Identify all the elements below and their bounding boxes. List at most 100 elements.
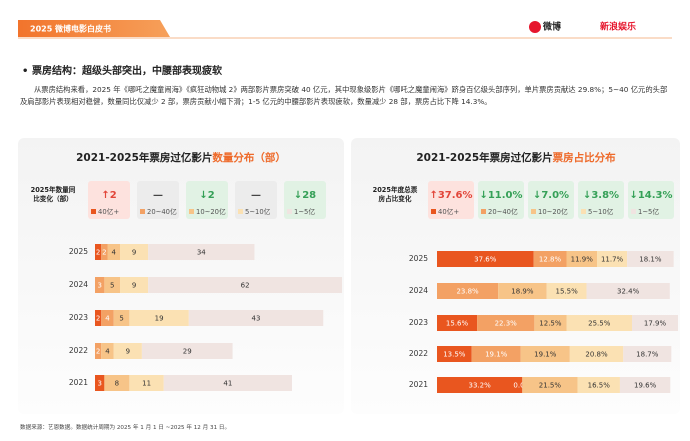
bar-segment <box>546 283 587 299</box>
bar-segment <box>623 346 672 362</box>
chart-title-highlight: 票房占比分布 <box>553 151 616 164</box>
value-label: 2 <box>96 348 100 356</box>
bar-segment <box>437 377 523 393</box>
change-label: 2025年度总票房占比变化 <box>372 186 418 203</box>
source-note: 数据来源：艺恩数据。数据统计周期为 2025 年 1 月 1 日 ~2025 年… <box>20 425 231 431</box>
bar-segment <box>95 277 105 293</box>
legend-swatch <box>631 209 636 214</box>
bar-segment <box>437 346 472 362</box>
bar-segment <box>569 346 624 362</box>
legend-swatch <box>238 209 243 214</box>
value-label: 18.9% <box>511 288 534 296</box>
bullet: • <box>22 66 28 77</box>
bar-segment <box>107 244 121 260</box>
paragraph: 从票房结构来看，2025 年《哪吒之魔童闹海》《疯狂动物城 2》两部影片票房突破… <box>20 85 668 106</box>
bar-segment <box>163 375 292 391</box>
year-label: 2025 <box>409 254 428 263</box>
change-value: ↑2 <box>101 190 116 201</box>
value-label: 13.5% <box>443 351 466 359</box>
value-label: 33.2% <box>469 382 492 390</box>
value-label: 22.3% <box>495 320 518 328</box>
bar-segment <box>120 277 149 293</box>
value-label: 2 <box>96 315 100 323</box>
year-label: 2022 <box>409 349 428 358</box>
bar-segment <box>104 375 130 391</box>
value-label: 29 <box>183 348 192 356</box>
change-box <box>478 181 524 219</box>
bar-segment <box>113 310 130 326</box>
change-box <box>628 181 674 219</box>
bar-segment <box>477 315 535 331</box>
value-label: 19 <box>155 315 164 323</box>
value-label: 12.8% <box>539 256 562 264</box>
change-box <box>428 181 474 219</box>
year-label: 2021 <box>69 378 88 387</box>
value-label: 41 <box>223 380 232 388</box>
value-label: 9 <box>132 282 136 290</box>
change-box <box>186 181 228 219</box>
value-label: 18.1% <box>639 256 662 264</box>
legend-label: 10~20亿 <box>196 207 226 216</box>
value-label: 4 <box>105 348 110 356</box>
change-value: ↓3.8% <box>583 190 619 201</box>
value-label: 8 <box>115 380 119 388</box>
bar-segment <box>188 310 324 326</box>
logo-sina: 新浪娱乐 <box>600 21 636 33</box>
bar-segment <box>619 377 671 393</box>
value-label: 43 <box>252 315 261 323</box>
bar-segment <box>101 310 114 326</box>
change-value: — <box>153 190 163 201</box>
logo-icon <box>529 21 541 33</box>
bar-segment <box>566 251 598 267</box>
bar-segment <box>95 244 102 260</box>
chart-title: 2021-2025年票房过亿影片票房占比分布 <box>416 151 616 164</box>
value-label: 25.5% <box>588 320 611 328</box>
change-value: — <box>251 190 261 201</box>
bar-segment <box>104 277 121 293</box>
bar-segment <box>522 377 578 393</box>
bar-segment <box>95 343 102 359</box>
legend-label: 1~5亿 <box>638 207 659 216</box>
bar-segment <box>95 310 102 326</box>
value-label: 15.5% <box>555 288 578 296</box>
bar-segment <box>471 346 521 362</box>
bar-segment <box>566 315 633 331</box>
value-label: 11.7% <box>601 256 624 264</box>
bar-segment <box>632 315 678 331</box>
legend-label: 1~5亿 <box>294 207 315 216</box>
change-value: ↓2 <box>199 190 214 201</box>
chart-title-highlight: 数量分布（部） <box>211 151 286 164</box>
legend-swatch <box>431 209 436 214</box>
value-label: 4 <box>112 249 117 257</box>
bar-segment <box>437 251 534 267</box>
bar-segment <box>577 377 620 393</box>
legend-label: 20~40亿 <box>488 207 518 216</box>
legend-label: 10~20亿 <box>538 207 568 216</box>
value-label: 20.8% <box>585 351 608 359</box>
panel <box>351 138 680 414</box>
legend-swatch <box>140 209 145 214</box>
value-label: 21.5% <box>539 382 562 390</box>
value-label: 16.5% <box>588 382 611 390</box>
bar-segment <box>101 343 114 359</box>
header-title: 2025 微博电影白皮书 <box>30 24 111 34</box>
change-box <box>284 181 326 219</box>
change-box <box>528 181 574 219</box>
value-label: 19.6% <box>634 382 657 390</box>
legend-swatch <box>189 209 194 214</box>
bar-segment <box>120 244 149 260</box>
value-label: 62 <box>241 282 250 290</box>
value-label: 2 <box>102 249 106 257</box>
value-label: 5 <box>110 282 114 290</box>
bar-segment <box>597 251 628 267</box>
change-box <box>235 181 277 219</box>
legend-label: 5~10亿 <box>588 207 614 216</box>
value-label: 19.1% <box>534 351 557 359</box>
header-banner <box>18 20 170 37</box>
bar-segment <box>437 315 478 331</box>
chart-title-main: 2021-2025年票房过亿影片 <box>416 151 552 164</box>
value-label: 15.6% <box>446 320 469 328</box>
change-value: ↓14.3% <box>629 190 672 201</box>
